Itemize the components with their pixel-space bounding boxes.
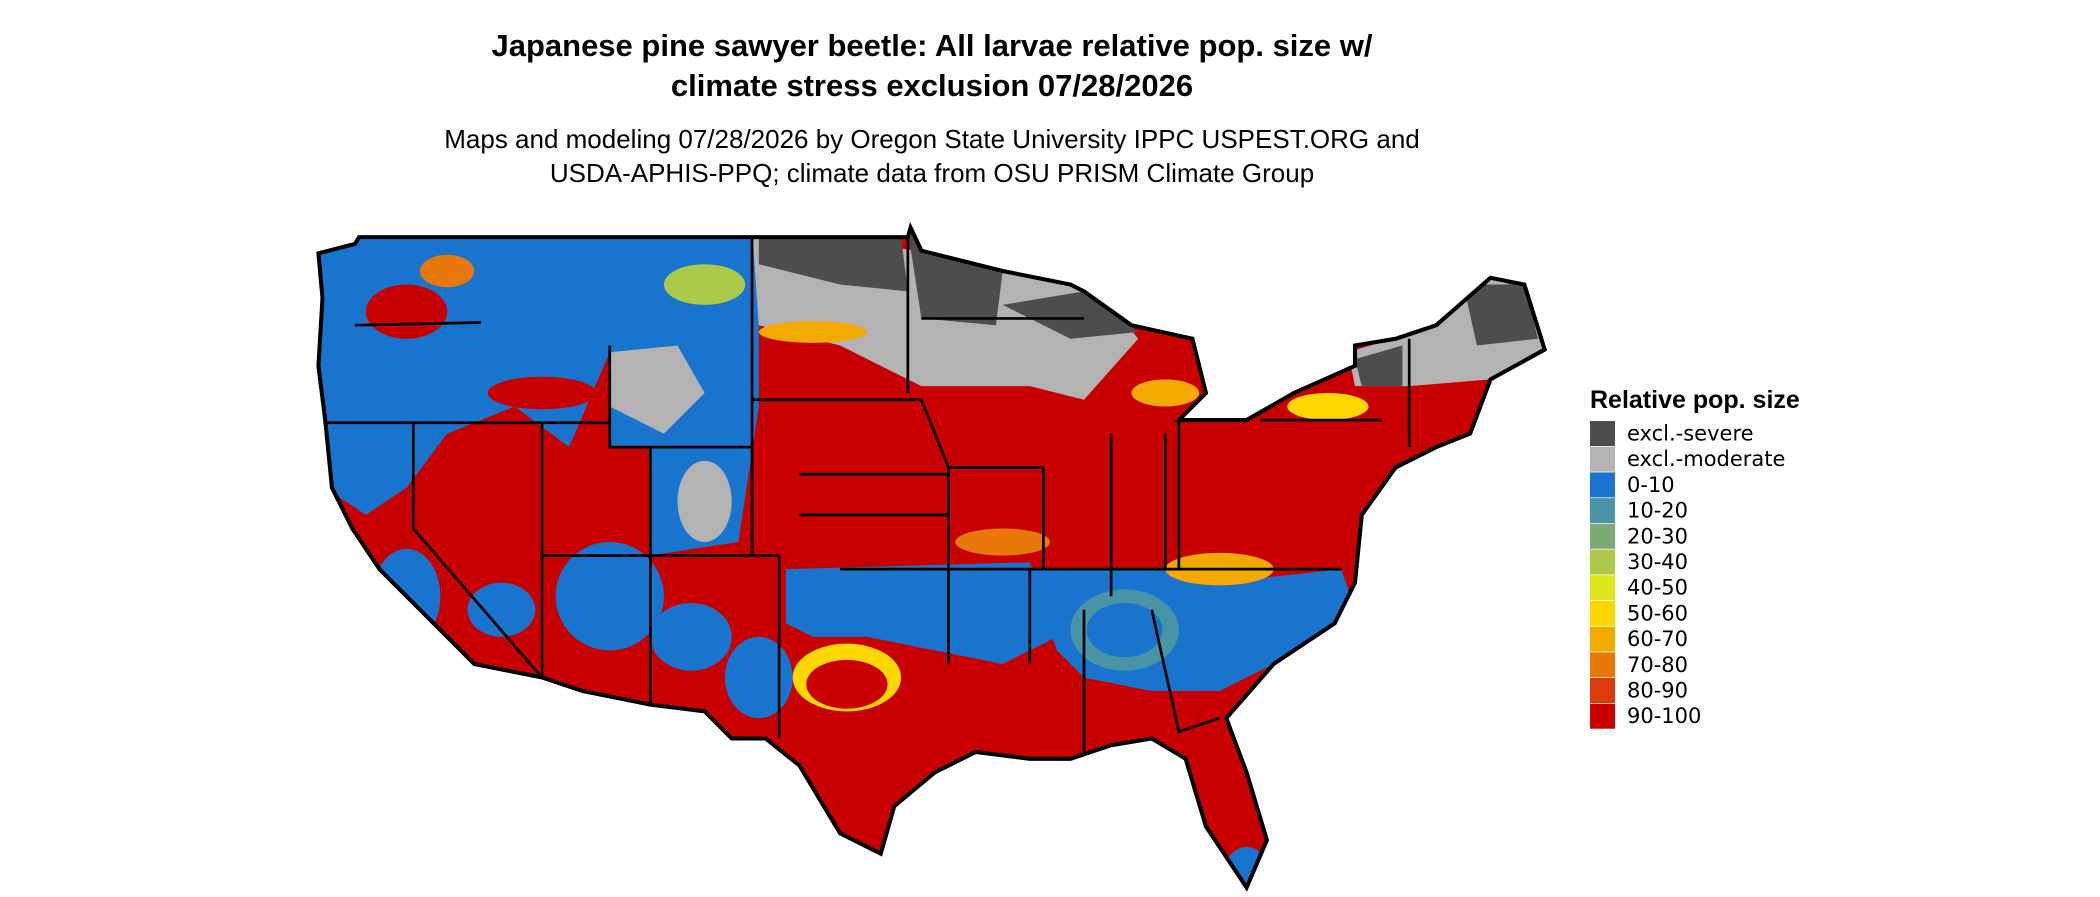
legend-swatch bbox=[1590, 600, 1615, 626]
legend-label: 40-50 bbox=[1627, 576, 1688, 600]
legend-swatch bbox=[1590, 575, 1615, 601]
legend-label: 60-70 bbox=[1627, 627, 1688, 651]
subtitle-line: Maps and modeling 07/28/2026 by Oregon S… bbox=[444, 124, 1420, 154]
map-region bbox=[1131, 379, 1200, 407]
legend-label: 10-20 bbox=[1627, 499, 1688, 523]
map-region bbox=[467, 582, 536, 637]
legend-label: 90-100 bbox=[1627, 704, 1701, 728]
map-region bbox=[420, 254, 475, 288]
legend-swatch bbox=[1590, 652, 1615, 678]
legend-title: Relative pop. size bbox=[1590, 386, 1800, 414]
map-region bbox=[1002, 291, 1139, 339]
legend-swatch bbox=[1590, 421, 1615, 446]
map-region bbox=[724, 636, 793, 719]
legend-label: 80-90 bbox=[1627, 679, 1688, 703]
legend-label: 0-10 bbox=[1627, 473, 1675, 497]
map-region bbox=[955, 528, 1051, 556]
legend: excl.-severeexcl.-moderate0-1010-2020-30… bbox=[1590, 421, 1785, 729]
legend-label: 30-40 bbox=[1627, 550, 1688, 574]
map-region bbox=[650, 602, 732, 671]
legend-label: excl.-moderate bbox=[1627, 447, 1785, 471]
title-line: Japanese pine sawyer beetle: All larvae … bbox=[491, 28, 1372, 63]
map-region bbox=[609, 345, 705, 434]
map-region bbox=[758, 321, 868, 343]
legend-swatch bbox=[1590, 446, 1615, 472]
map-region bbox=[1287, 392, 1369, 421]
map-region bbox=[758, 237, 908, 292]
legend-swatch bbox=[1590, 523, 1615, 549]
map-region bbox=[806, 659, 888, 709]
map-region bbox=[663, 264, 746, 305]
legend-swatch bbox=[1590, 626, 1615, 652]
legend-swatch bbox=[1590, 472, 1615, 498]
us-map bbox=[298, 217, 1572, 892]
map-region bbox=[677, 460, 732, 542]
legend-label: 50-60 bbox=[1627, 601, 1688, 625]
map-region bbox=[785, 562, 1057, 664]
title-line: climate stress exclusion 07/28/2026 bbox=[671, 68, 1193, 103]
legend-label: excl.-severe bbox=[1627, 422, 1754, 446]
legend-swatch bbox=[1590, 498, 1615, 524]
map-region bbox=[1463, 284, 1538, 346]
legend-swatch bbox=[1590, 703, 1615, 729]
state-borders bbox=[325, 237, 1411, 753]
map-region bbox=[487, 376, 597, 410]
map-region bbox=[907, 230, 1003, 326]
legend-label: 20-30 bbox=[1627, 524, 1688, 548]
subtitle-line: USDA-APHIS-PPQ; climate data from OSU PR… bbox=[550, 158, 1314, 188]
map-region bbox=[555, 542, 664, 651]
legend-swatch bbox=[1590, 678, 1615, 703]
map-region bbox=[1086, 602, 1163, 658]
legend-swatch bbox=[1590, 549, 1615, 575]
map-region bbox=[365, 284, 448, 339]
legend-label: 70-80 bbox=[1627, 653, 1688, 677]
